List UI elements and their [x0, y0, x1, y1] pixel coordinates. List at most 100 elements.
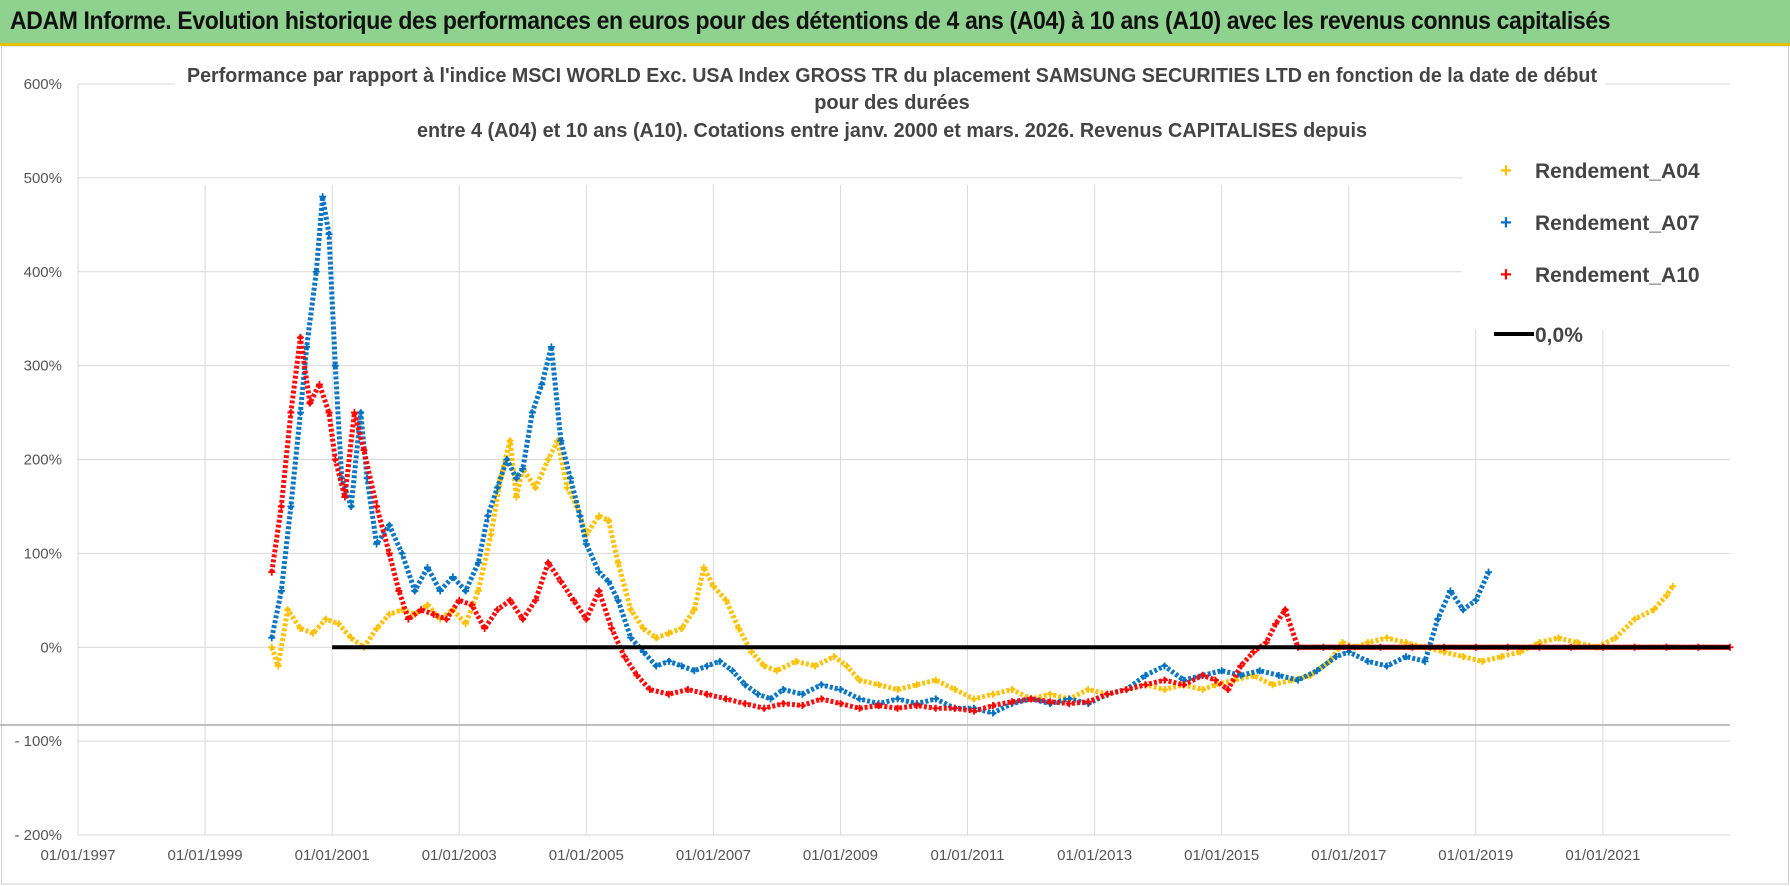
data-point	[443, 615, 451, 623]
data-point	[1434, 615, 1442, 623]
data-point	[608, 624, 616, 632]
data-point	[325, 230, 333, 238]
data-point	[875, 681, 883, 689]
data-point	[678, 624, 686, 632]
data-point	[1332, 653, 1340, 661]
data-point	[1364, 657, 1372, 665]
data-point	[716, 657, 724, 665]
data-point	[506, 437, 514, 445]
chart: - 200% - 100% 0% 100% 200% 300% 400% 500% 600% 0…	[0, 46, 1790, 886]
data-point	[1472, 596, 1480, 604]
data-point	[1650, 606, 1658, 614]
data-point	[1662, 592, 1670, 600]
data-point	[709, 582, 717, 590]
data-point	[385, 549, 393, 557]
data-point	[484, 512, 492, 520]
data-point	[373, 624, 381, 632]
data-point	[1275, 671, 1283, 679]
data-point	[722, 596, 730, 604]
data-point	[274, 662, 282, 670]
data-point	[703, 662, 711, 670]
data-point	[728, 667, 736, 675]
data-point	[817, 695, 825, 703]
data-point	[357, 409, 365, 417]
data-point	[455, 596, 463, 604]
x-tick-label: 01/01/2011	[931, 847, 1005, 864]
data-point	[989, 701, 997, 709]
data-point	[633, 671, 641, 679]
data-point	[1262, 639, 1270, 647]
data-point	[563, 484, 571, 492]
data-point	[1199, 685, 1207, 693]
data-point	[1103, 690, 1111, 698]
data-point	[1383, 634, 1391, 642]
data-point	[1269, 681, 1277, 689]
data-point	[652, 662, 660, 670]
data-point	[817, 681, 825, 689]
y-tick-label: 0%	[40, 639, 62, 656]
data-point	[741, 681, 749, 689]
data-point	[614, 596, 622, 604]
data-point	[836, 685, 844, 693]
x-tick-label: 01/01/2017	[1311, 847, 1386, 864]
data-point	[1122, 685, 1130, 693]
data-point	[1459, 653, 1467, 661]
data-point	[1446, 587, 1454, 595]
data-point	[652, 634, 660, 642]
legend-label-zero-line: 0,0%	[1535, 324, 1583, 347]
data-point	[1554, 634, 1562, 642]
data-point	[557, 578, 565, 586]
x-tick-label: 01/01/1999	[168, 847, 243, 864]
data-point	[932, 695, 940, 703]
legend-marker-a07: +	[1500, 212, 1512, 234]
data-point	[1478, 657, 1486, 665]
data-point	[512, 493, 520, 501]
data-point	[690, 606, 698, 614]
data-point	[773, 667, 781, 675]
data-point	[760, 662, 768, 670]
data-point	[373, 502, 381, 510]
data-point	[1161, 685, 1169, 693]
data-point	[331, 362, 339, 370]
data-point	[665, 657, 673, 665]
data-point	[287, 502, 295, 510]
data-point	[894, 685, 902, 693]
data-point	[528, 409, 536, 417]
data-point	[566, 474, 574, 482]
data-point	[792, 657, 800, 665]
data-point	[519, 465, 527, 473]
x-tick-label: 01/01/2009	[803, 847, 878, 864]
chart-border	[1, 46, 1789, 885]
y-tick-label: 300%	[24, 358, 62, 375]
legend-label-a10: Rendement_A10	[1535, 264, 1700, 287]
data-point	[506, 596, 514, 604]
data-point	[620, 653, 628, 661]
data-point	[665, 690, 673, 698]
page-title: ADAM Informe. Evolution historique des p…	[10, 7, 1611, 35]
data-point	[646, 685, 654, 693]
y-tick-label: 500%	[24, 170, 62, 187]
data-point	[798, 701, 806, 709]
data-point	[347, 634, 355, 642]
data-point	[538, 380, 546, 388]
data-point	[1161, 676, 1169, 684]
data-point	[417, 606, 425, 614]
data-point	[605, 517, 613, 525]
data-point	[1485, 568, 1493, 576]
data-point	[481, 624, 489, 632]
data-point	[1294, 676, 1302, 684]
data-point	[1237, 671, 1245, 679]
legend-background	[1462, 140, 1732, 330]
data-point	[322, 615, 330, 623]
data-point	[319, 193, 327, 201]
data-point	[836, 700, 844, 708]
data-point	[798, 690, 806, 698]
data-point	[1281, 606, 1289, 614]
y-tick-label: 100%	[24, 545, 62, 562]
data-point	[1256, 667, 1264, 675]
data-point	[582, 615, 590, 623]
chart-title-background	[175, 56, 1605, 166]
data-point	[665, 629, 673, 637]
data-point	[1046, 690, 1054, 698]
data-point	[1612, 634, 1620, 642]
